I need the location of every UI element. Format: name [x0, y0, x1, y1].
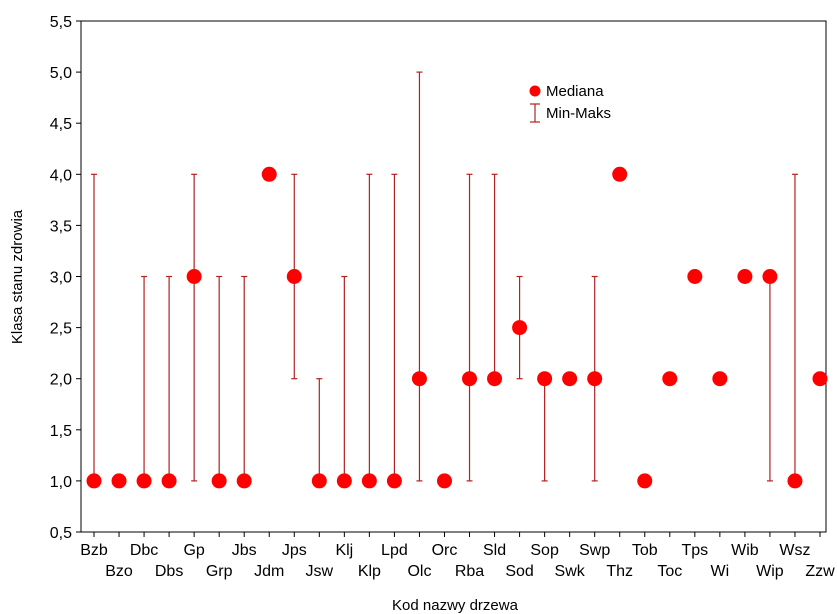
- median-point: [537, 371, 553, 387]
- median-point: [462, 371, 478, 387]
- median-series: [86, 166, 828, 489]
- median-point: [512, 320, 528, 336]
- median-point: [812, 371, 828, 387]
- median-point: [762, 269, 778, 284]
- x-tick-label: Tob: [632, 542, 658, 559]
- y-tick-label: 2,0: [50, 372, 72, 389]
- legend: Mediana Min-Maks: [529, 83, 611, 123]
- x-tick-label: Lpd: [381, 542, 408, 559]
- x-tick-label: Toc: [657, 563, 682, 580]
- legend-median-marker: [529, 85, 541, 97]
- median-point: [436, 473, 452, 489]
- y-tick-label: 2,5: [50, 321, 72, 338]
- x-tick-label: Jsw: [306, 563, 334, 580]
- y-tick-label: 1,5: [50, 423, 72, 440]
- x-tick-label: Jbs: [232, 542, 257, 559]
- x-tick-label: Sop: [530, 542, 559, 559]
- y-tick-label: 5,0: [50, 65, 72, 82]
- x-tick-label: Jdm: [254, 563, 284, 580]
- x-tick-label: Swp: [579, 542, 610, 559]
- legend-minmax-label: Min-Maks: [546, 105, 611, 122]
- x-tick-label: Bzb: [80, 542, 108, 559]
- median-point: [311, 473, 327, 489]
- x-tick-label: Swk: [555, 563, 586, 580]
- x-tick-label: Rba: [455, 563, 484, 580]
- median-point: [86, 473, 102, 489]
- x-tick-label: Klj: [335, 542, 353, 559]
- median-point: [411, 371, 427, 387]
- median-point: [737, 269, 753, 284]
- x-tick-label: Zzw: [805, 563, 835, 580]
- median-point: [637, 473, 653, 489]
- median-point: [386, 473, 402, 489]
- y-tick-label: 0,5: [50, 525, 72, 542]
- median-point: [587, 371, 603, 387]
- median-point: [562, 371, 578, 387]
- x-tick-label: Orc: [432, 542, 458, 559]
- legend-median-label: Mediana: [546, 83, 604, 100]
- median-point: [787, 473, 803, 489]
- x-tick-label: Dbc: [130, 542, 158, 559]
- x-tick-label: Olc: [407, 563, 431, 580]
- x-tick-label: Thz: [606, 563, 633, 580]
- x-tick-label: Jps: [282, 542, 307, 559]
- median-point: [286, 269, 302, 284]
- x-tick-label: Tps: [681, 542, 708, 559]
- x-tick-label: Wib: [731, 542, 759, 559]
- median-point: [712, 371, 728, 387]
- median-point: [487, 371, 503, 387]
- x-tick-label: Wip: [756, 563, 784, 580]
- median-point: [687, 269, 703, 284]
- median-point: [261, 166, 277, 182]
- x-tick-label: Gp: [183, 542, 204, 559]
- y-tick-label: 3,5: [50, 218, 72, 235]
- y-axis: 0,5 1,0 1,5 2,0 2,5 3,0 3,5 4,0 4,5 5,0 5,5: [50, 14, 81, 542]
- y-tick-label: 4,5: [50, 116, 72, 133]
- median-point: [111, 473, 127, 489]
- median-point: [186, 269, 202, 284]
- x-tick-label: Bzo: [105, 563, 133, 580]
- x-tick-label: Wi: [711, 563, 730, 580]
- median-point: [336, 473, 352, 489]
- x-axis-title: Kod nazwy drzewa: [392, 597, 519, 614]
- x-tick-label: Klp: [358, 563, 381, 580]
- y-tick-label: 1,0: [50, 474, 72, 491]
- y-tick-label: 5,5: [50, 14, 72, 31]
- x-tick-label: Sod: [505, 563, 533, 580]
- x-tick-label: Dbs: [155, 563, 183, 580]
- median-point: [612, 166, 628, 182]
- y-tick-label: 3,0: [50, 270, 72, 287]
- y-tick-label: 4,0: [50, 167, 72, 184]
- median-point: [662, 371, 678, 387]
- x-tick-label: Grp: [206, 563, 233, 580]
- median-point: [211, 473, 227, 489]
- median-point: [136, 473, 152, 489]
- x-tick-label: Wsz: [779, 542, 810, 559]
- median-point: [161, 473, 177, 489]
- median-point: [236, 473, 252, 489]
- median-point: [361, 473, 377, 489]
- y-axis-title: Klasa stanu zdrowia: [9, 209, 26, 344]
- x-tick-label: Sld: [483, 542, 506, 559]
